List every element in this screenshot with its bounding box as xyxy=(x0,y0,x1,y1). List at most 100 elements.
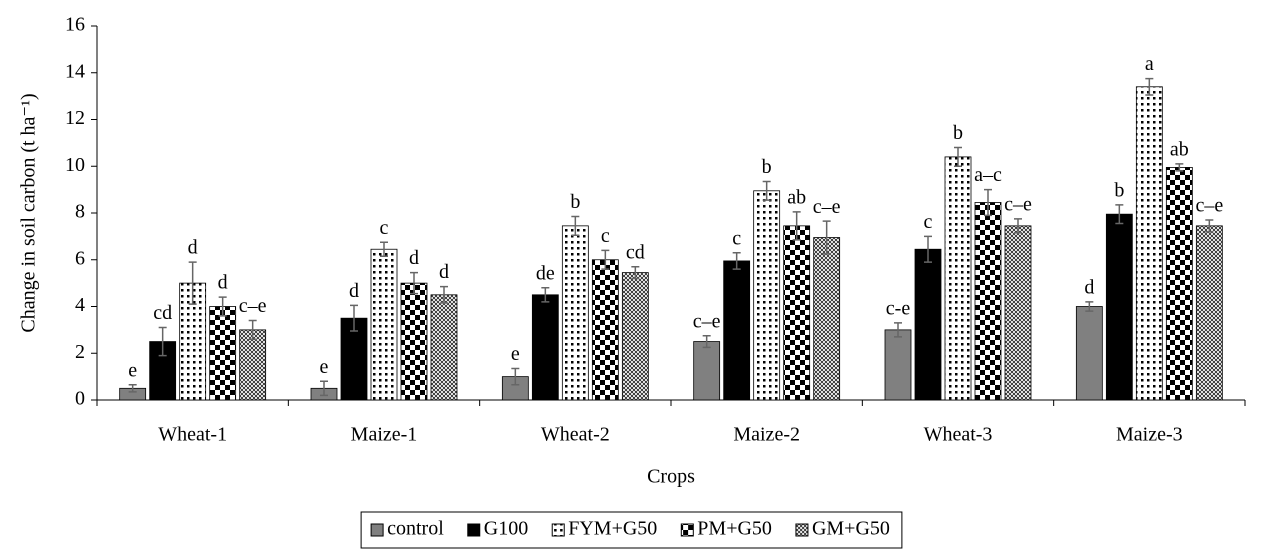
error-bar xyxy=(1175,163,1184,172)
significance-letter: c xyxy=(732,227,741,249)
y-tick-label: 12 xyxy=(65,107,85,129)
x-tick-label: Maize-2 xyxy=(733,424,800,446)
error-bar xyxy=(984,188,992,217)
bar xyxy=(693,341,721,401)
legend-label: FYM+G50 xyxy=(568,518,657,540)
error-bar xyxy=(541,287,550,303)
bar xyxy=(944,156,972,401)
significance-letter: ab xyxy=(787,186,806,208)
error-bar xyxy=(158,326,167,357)
error-bar xyxy=(128,384,137,393)
bar xyxy=(1105,213,1133,401)
x-tick-label: Wheat-2 xyxy=(541,424,610,446)
significance-letter: b xyxy=(1114,179,1124,201)
y-tick-label: 0 xyxy=(75,388,85,410)
significance-letter: d xyxy=(1084,276,1094,298)
bar xyxy=(209,306,237,401)
bar xyxy=(239,329,267,401)
error-bar xyxy=(571,215,580,236)
significance-letter: d xyxy=(188,237,198,259)
legend-label: GM+G50 xyxy=(812,518,890,540)
y-tick-label: 8 xyxy=(75,201,85,223)
legend-label: PM+G50 xyxy=(697,518,772,540)
significance-letter: cd xyxy=(626,241,645,263)
legend-swatch xyxy=(795,523,809,537)
significance-letter: d xyxy=(409,247,419,269)
bar xyxy=(1195,225,1223,401)
bar xyxy=(884,329,912,401)
significance-letter: e xyxy=(511,343,520,365)
error-bar xyxy=(380,241,388,257)
error-bar xyxy=(924,235,932,263)
y-tick-label: 16 xyxy=(65,14,85,36)
bar xyxy=(531,294,559,401)
error-bar xyxy=(248,319,257,340)
significance-letter: d xyxy=(218,272,228,294)
significance-letter: ab xyxy=(1170,139,1189,161)
x-tick-label: Maize-1 xyxy=(351,424,418,446)
bar xyxy=(621,272,649,401)
legend-label: control xyxy=(387,518,444,540)
significance-letter: d xyxy=(349,280,359,302)
error-bar xyxy=(1205,219,1214,233)
x-tick-label: Wheat-1 xyxy=(158,424,227,446)
significance-letter: e xyxy=(128,359,137,381)
y-tick-label: 6 xyxy=(75,247,85,269)
error-bar xyxy=(792,211,801,241)
bar xyxy=(591,259,619,401)
bar xyxy=(1135,86,1163,401)
legend-swatch xyxy=(467,523,481,537)
error-bar xyxy=(410,271,418,295)
legend-label: G100 xyxy=(484,518,528,540)
legend-swatch xyxy=(680,523,694,537)
error-bar xyxy=(1085,301,1094,312)
error-bar xyxy=(732,251,741,270)
bar xyxy=(370,248,398,401)
error-bar xyxy=(350,304,358,332)
bar xyxy=(1004,225,1032,401)
significance-letter: b xyxy=(762,156,772,178)
significance-letter: d xyxy=(439,261,449,283)
legend-box xyxy=(360,511,903,549)
bar xyxy=(813,237,841,401)
significance-letter: de xyxy=(536,262,555,284)
error-bar xyxy=(1014,218,1022,234)
significance-letter: cd xyxy=(153,302,172,324)
bar xyxy=(561,225,589,401)
significance-letter: c–e xyxy=(1195,195,1223,217)
significance-letter: c xyxy=(380,217,389,239)
legend: control G100 FYM+G50 PM+G50 GM+G50 xyxy=(360,511,903,549)
error-bar xyxy=(218,296,227,317)
legend-swatch xyxy=(551,523,565,537)
error-bar xyxy=(631,266,640,280)
error-bar xyxy=(822,220,831,255)
significance-letter: a–c xyxy=(974,164,1002,186)
error-bar xyxy=(702,334,711,349)
y-axis-label: Change in soil carbon (t ha⁻¹) xyxy=(18,93,40,332)
bar xyxy=(430,294,458,401)
bar xyxy=(753,190,781,401)
y-tick-label: 4 xyxy=(75,294,85,316)
error-bar xyxy=(894,322,902,338)
bar xyxy=(723,260,751,401)
x-tick-label: Maize-3 xyxy=(1116,424,1183,446)
error-bar xyxy=(440,285,448,304)
bar xyxy=(783,225,811,401)
legend-swatch xyxy=(370,523,384,537)
significance-letter: a xyxy=(1145,53,1154,75)
significance-letter: b xyxy=(570,191,580,213)
bar xyxy=(1165,167,1193,401)
bar xyxy=(1075,306,1103,401)
error-bar xyxy=(601,249,610,270)
x-tick-label: Wheat-3 xyxy=(924,424,993,446)
error-bar xyxy=(511,367,520,386)
significance-letter: b xyxy=(953,122,963,144)
significance-letter: c xyxy=(601,225,610,247)
error-bar xyxy=(1145,77,1154,96)
significance-letter: c–e xyxy=(693,310,721,332)
significance-letter: e xyxy=(320,356,329,378)
y-tick-label: 14 xyxy=(65,60,85,82)
significance-letter: c–e xyxy=(1004,193,1032,215)
y-tick-label: 2 xyxy=(75,341,85,363)
